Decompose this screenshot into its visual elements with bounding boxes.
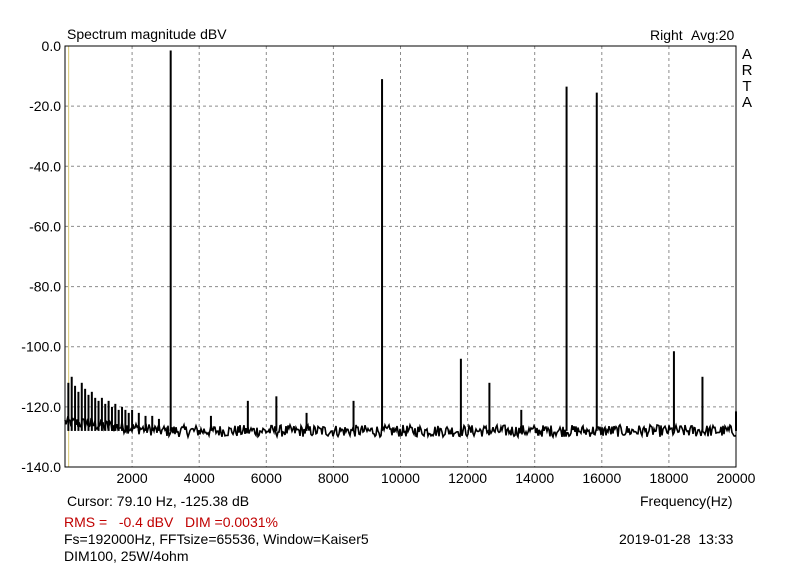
y-tick-label: -80.0	[29, 279, 61, 295]
spectrum-trace	[64, 50, 737, 440]
x-tick-label: 20000	[717, 470, 756, 486]
y-tick-label: 0.0	[42, 38, 62, 54]
rms-dim-readout: RMS = -0.4 dBV DIM =0.0031%	[64, 514, 278, 530]
x-tick-label: 18000	[649, 470, 688, 486]
x-tick-label: 8000	[318, 470, 349, 486]
measurement-datetime: 2019-01-28 13:33	[619, 531, 734, 547]
arta-logo: A R T A	[740, 47, 754, 111]
y-tick-label: -40.0	[29, 158, 61, 174]
x-axis-label: Frequency(Hz)	[640, 493, 733, 509]
y-tick-label: -20.0	[29, 98, 61, 114]
average-count: Avg:20	[691, 27, 735, 43]
y-tick-labels: 0.0 -20.0 -40.0 -60.0 -80.0 -100.0 -120.0 -140.…	[21, 38, 61, 475]
y-tick-label: -140.0	[21, 459, 61, 475]
grid	[65, 46, 736, 467]
x-tick-label: 2000	[117, 470, 148, 486]
cursor-readout: Cursor: 79.10 Hz, -125.38 dB	[67, 493, 250, 509]
logo-letter: A	[741, 94, 752, 111]
y-tick-label: -100.0	[21, 339, 61, 355]
logo-letter: T	[742, 78, 752, 95]
x-tick-labels: 2000 4000 6000 8000 10000 12000 14000 16000 1800…	[117, 470, 756, 486]
measurement-note: DIM100, 25W/4ohm	[64, 548, 189, 564]
logo-letter: A	[741, 46, 752, 63]
x-tick-label: 16000	[582, 470, 621, 486]
fft-parameters: Fs=192000Hz, FFTsize=65536, Window=Kaise…	[64, 531, 369, 547]
x-tick-label: 4000	[184, 470, 215, 486]
x-tick-label: 14000	[515, 470, 554, 486]
channel-label: Right	[650, 27, 683, 43]
noise-floor-trace	[64, 414, 737, 440]
chart-title: Spectrum magnitude dBV	[67, 26, 227, 42]
y-tick-label: -60.0	[29, 218, 61, 234]
plot-frame	[64, 45, 737, 468]
x-tick-label: 6000	[251, 470, 282, 486]
logo-letter: R	[741, 62, 753, 79]
y-tick-label: -120.0	[21, 399, 61, 415]
x-tick-label: 10000	[381, 470, 420, 486]
x-tick-label: 12000	[448, 470, 487, 486]
